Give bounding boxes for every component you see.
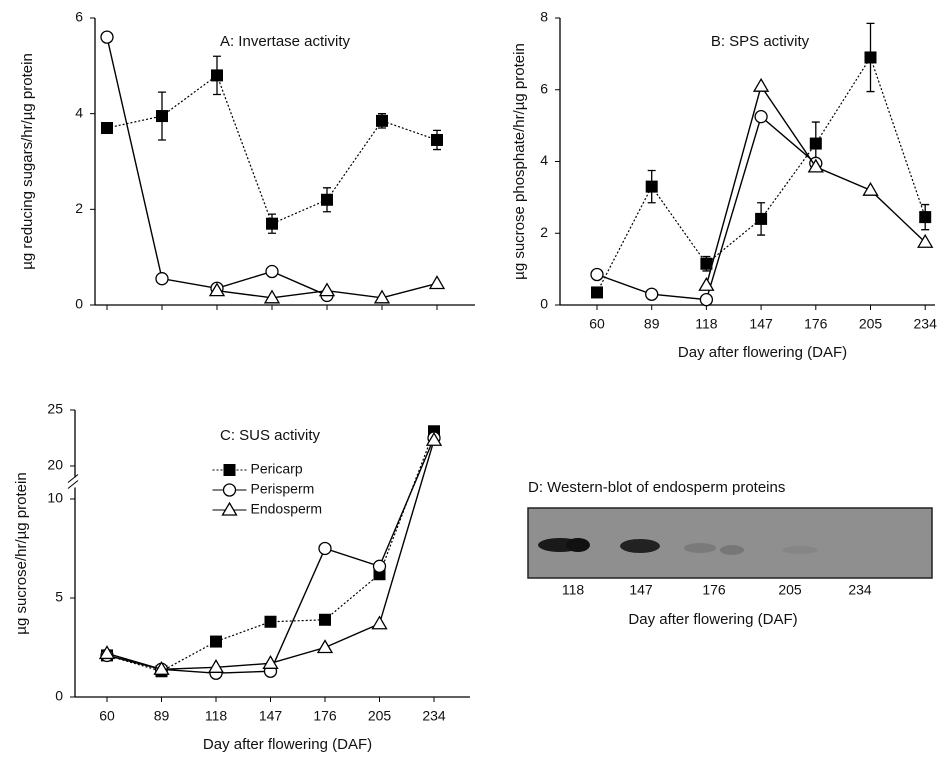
chart-title: A: Invertase activity [220, 33, 351, 50]
legend-marker [224, 464, 236, 476]
blot-band [566, 538, 590, 552]
figure: D: Western-blot of endosperm proteins 11… [0, 0, 946, 759]
y-tick-label: 5 [55, 589, 63, 605]
marker-circle [156, 273, 168, 285]
legend-marker [223, 503, 237, 515]
y-axis-label: µg reducing sugars/hr/µg protein [19, 53, 36, 270]
marker-triangle [318, 640, 332, 652]
marker-square [376, 115, 388, 127]
x-tick-label: 147 [259, 708, 283, 724]
y-tick-label: 0 [75, 296, 83, 312]
chart-panel: 0 2 4 6 A: Invertase activity µg reducing sug… [19, 9, 475, 312]
marker-square [646, 181, 658, 193]
x-tick-label: 147 [749, 316, 773, 332]
x-axis-label: Day after flowering (DAF) [203, 736, 372, 753]
blot-x-label: Day after flowering (DAF) [628, 611, 797, 628]
x-tick-label: 60 [589, 316, 605, 332]
legend-label: Pericarp [251, 461, 303, 477]
x-tick-label: 118 [205, 708, 228, 724]
marker-triangle [373, 617, 387, 629]
y-tick-label: 6 [540, 80, 548, 96]
marker-square [210, 636, 222, 648]
marker-square [591, 286, 603, 298]
lane-label: 147 [629, 582, 653, 598]
western-blot: D: Western-blot of endosperm proteins 11… [528, 479, 932, 628]
y-tick-label: 25 [47, 401, 63, 417]
x-tick-label: 234 [914, 316, 938, 332]
marker-square [321, 194, 333, 206]
y-axis-label: µg sucrose phosphate/hr/µg protein [511, 43, 528, 280]
marker-square [865, 51, 877, 63]
x-axis-label: Day after flowering (DAF) [678, 344, 847, 361]
lane-label: 205 [778, 582, 802, 598]
y-tick-label: 0 [55, 688, 63, 704]
y-tick-label: 2 [75, 200, 83, 216]
blot-band [684, 543, 716, 553]
legend-label: Perisperm [251, 481, 315, 497]
y-tick-label: 6 [75, 9, 83, 25]
x-tick-label: 205 [859, 316, 883, 332]
marker-square [755, 213, 767, 225]
blot-band [782, 546, 818, 554]
y-axis-label: µg sucrose/hr/µg protein [13, 472, 30, 634]
marker-triangle [754, 79, 768, 91]
chart-panel: 0 5 10 20 25 60 89 118 147 176 205 234 C: SUS activi… [13, 401, 470, 753]
x-tick-label: 176 [313, 708, 337, 724]
marker-square [319, 614, 331, 626]
x-tick-label: 118 [695, 316, 718, 332]
x-tick-label: 60 [99, 708, 115, 724]
lane-label: 176 [702, 582, 726, 598]
marker-square [266, 218, 278, 230]
marker-square [810, 138, 822, 150]
x-tick-label: 89 [154, 708, 170, 724]
marker-circle [700, 294, 712, 306]
x-tick-label: 176 [804, 316, 828, 332]
marker-square [265, 616, 277, 628]
blot-band [720, 545, 744, 555]
y-tick-label: 2 [540, 224, 548, 240]
x-tick-label: 205 [368, 708, 392, 724]
chart-panel: 0 2 4 6 8 60 89 118 147 176 205 234 B: SPS activity µ… [511, 9, 937, 361]
marker-circle [755, 111, 767, 123]
legend-label: Endosperm [251, 501, 323, 517]
x-tick-label: 234 [422, 708, 446, 724]
marker-circle [591, 269, 603, 281]
marker-circle [266, 266, 278, 278]
y-tick-label: 4 [75, 104, 83, 120]
marker-square [431, 134, 443, 146]
marker-circle [101, 31, 113, 43]
lane-label: 234 [848, 582, 872, 598]
marker-triangle [430, 276, 444, 288]
y-tick-label: 4 [540, 152, 548, 168]
marker-square [211, 69, 223, 81]
marker-circle [319, 542, 331, 554]
y-tick-label: 0 [540, 296, 548, 312]
marker-square [101, 122, 113, 134]
x-tick-label: 89 [644, 316, 660, 332]
chart-title: B: SPS activity [711, 33, 810, 50]
series-line [706, 86, 925, 285]
y-tick-label: 20 [47, 457, 63, 473]
marker-triangle [864, 183, 878, 195]
blot-band [620, 539, 660, 553]
marker-square [919, 211, 931, 223]
y-tick-label: 8 [540, 9, 548, 25]
marker-circle [646, 288, 658, 300]
marker-circle [374, 560, 386, 572]
y-tick-label: 10 [47, 490, 63, 506]
marker-triangle [320, 284, 334, 296]
series-line [597, 117, 816, 300]
blot-title: D: Western-blot of endosperm proteins [528, 479, 785, 496]
chart-title: C: SUS activity [220, 427, 321, 444]
series-line [107, 75, 437, 223]
marker-square [156, 110, 168, 122]
legend-marker [224, 484, 236, 496]
lane-label: 118 [562, 582, 585, 598]
series-line [597, 57, 925, 292]
